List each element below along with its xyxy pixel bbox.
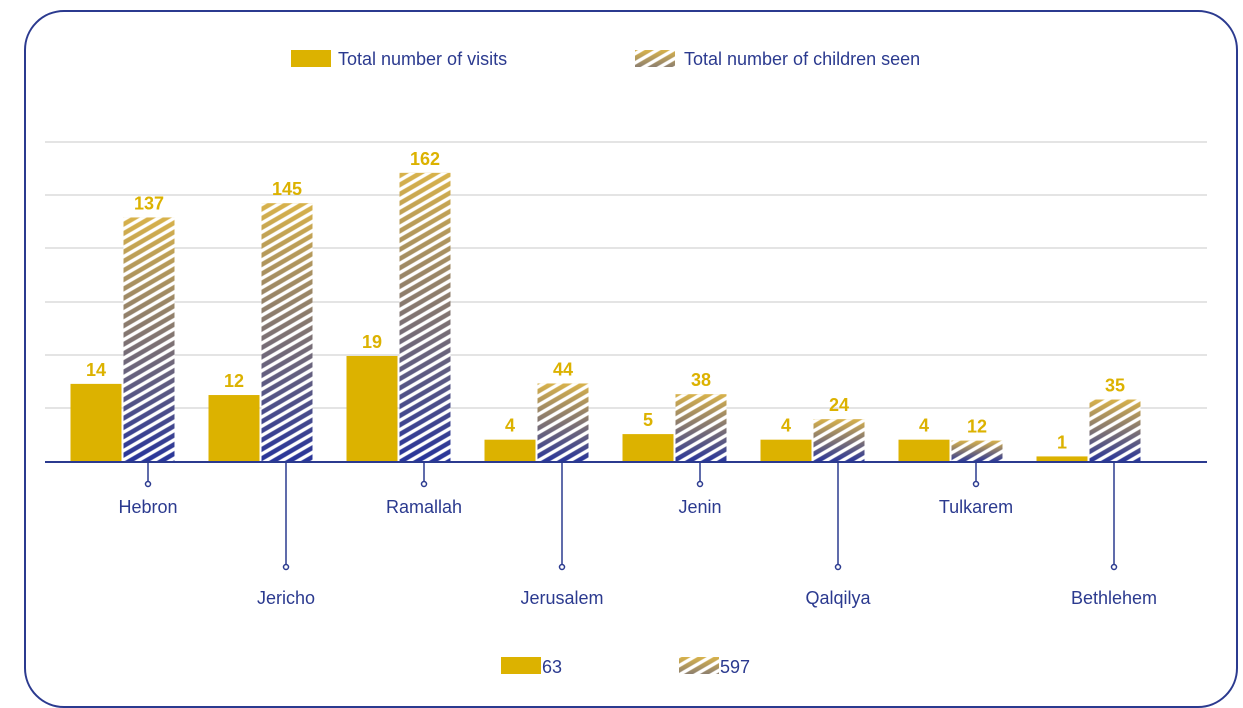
total-children-swatch bbox=[679, 657, 719, 674]
bar-group: 1 35 bbox=[1036, 376, 1141, 462]
category-leader-dot bbox=[834, 563, 842, 571]
legend-totals: 63 597 bbox=[501, 657, 750, 677]
data-label-visits: 14 bbox=[86, 360, 106, 380]
bar-children bbox=[261, 203, 313, 463]
bar-children bbox=[813, 419, 865, 462]
total-visits-value: 63 bbox=[542, 657, 562, 677]
category-label: Jericho bbox=[257, 588, 315, 608]
category-leader-dot bbox=[972, 480, 980, 488]
data-label-children: 137 bbox=[134, 193, 164, 213]
bar-visits bbox=[622, 434, 674, 462]
bar-visits bbox=[208, 395, 260, 462]
data-label-children: 24 bbox=[829, 395, 849, 415]
bar-children bbox=[123, 217, 175, 462]
data-label-visits: 12 bbox=[224, 371, 244, 391]
data-label-children: 12 bbox=[967, 417, 987, 437]
bar-visits bbox=[1036, 456, 1088, 462]
category-label: Hebron bbox=[118, 497, 177, 517]
bar-group: 4 24 bbox=[760, 395, 865, 462]
data-label-visits: 19 bbox=[362, 332, 382, 352]
data-label-children: 35 bbox=[1105, 376, 1125, 396]
category-label: Qalqilya bbox=[805, 588, 871, 608]
category-labels: Hebron Jericho Ramallah Jerusalem Jenin Qalqi… bbox=[118, 462, 1157, 608]
category-leader-dot bbox=[558, 563, 566, 571]
total-visits-swatch bbox=[501, 657, 541, 674]
bar-children bbox=[951, 440, 1003, 462]
bar-children bbox=[537, 383, 589, 462]
bar-visits bbox=[70, 383, 122, 462]
grid-lines bbox=[45, 141, 1207, 409]
category-leader-dot bbox=[282, 563, 290, 571]
data-label-children: 38 bbox=[691, 370, 711, 390]
category-label: Ramallah bbox=[386, 497, 462, 517]
legend-children-swatch bbox=[635, 50, 675, 67]
category-leader-dot bbox=[1110, 563, 1118, 571]
bar-group: 14 137 bbox=[70, 193, 175, 462]
category-leader-dot bbox=[420, 480, 428, 488]
data-label-visits: 4 bbox=[919, 416, 929, 436]
data-label-visits: 4 bbox=[505, 416, 515, 436]
bar-group: 5 38 bbox=[622, 370, 727, 462]
category-leader-dot bbox=[696, 480, 704, 488]
data-label-children: 44 bbox=[553, 359, 573, 379]
bar-visits bbox=[484, 439, 536, 462]
legend-visits-swatch bbox=[291, 50, 331, 67]
data-label-visits: 5 bbox=[643, 410, 653, 430]
data-label-visits: 1 bbox=[1057, 432, 1067, 452]
legend-visits-label: Total number of visits bbox=[338, 49, 507, 69]
bar-group: 12 145 bbox=[208, 179, 313, 463]
category-label: Jenin bbox=[678, 497, 721, 517]
total-children-value: 597 bbox=[720, 657, 750, 677]
data-label-children: 145 bbox=[272, 179, 302, 199]
bar-visits bbox=[346, 355, 398, 462]
bar-group: 4 12 bbox=[898, 416, 1003, 462]
bar-children bbox=[1089, 399, 1141, 462]
legend-top: Total number of visits Total number of c… bbox=[291, 49, 920, 69]
bar-children bbox=[675, 394, 727, 462]
category-label: Tulkarem bbox=[939, 497, 1013, 517]
category-label: Bethlehem bbox=[1071, 588, 1157, 608]
bar-group: 444 bbox=[484, 359, 589, 462]
category-leader-dot bbox=[144, 480, 152, 488]
legend-children-label: Total number of children seen bbox=[684, 49, 920, 69]
bar-visits bbox=[760, 439, 812, 462]
bar-children bbox=[399, 172, 451, 462]
data-label-children: 162 bbox=[410, 149, 440, 169]
bar-group: 19 162 bbox=[346, 149, 451, 462]
bar-visits bbox=[898, 439, 950, 462]
data-label-visits: 4 bbox=[781, 416, 791, 436]
category-label: Jerusalem bbox=[520, 588, 603, 608]
